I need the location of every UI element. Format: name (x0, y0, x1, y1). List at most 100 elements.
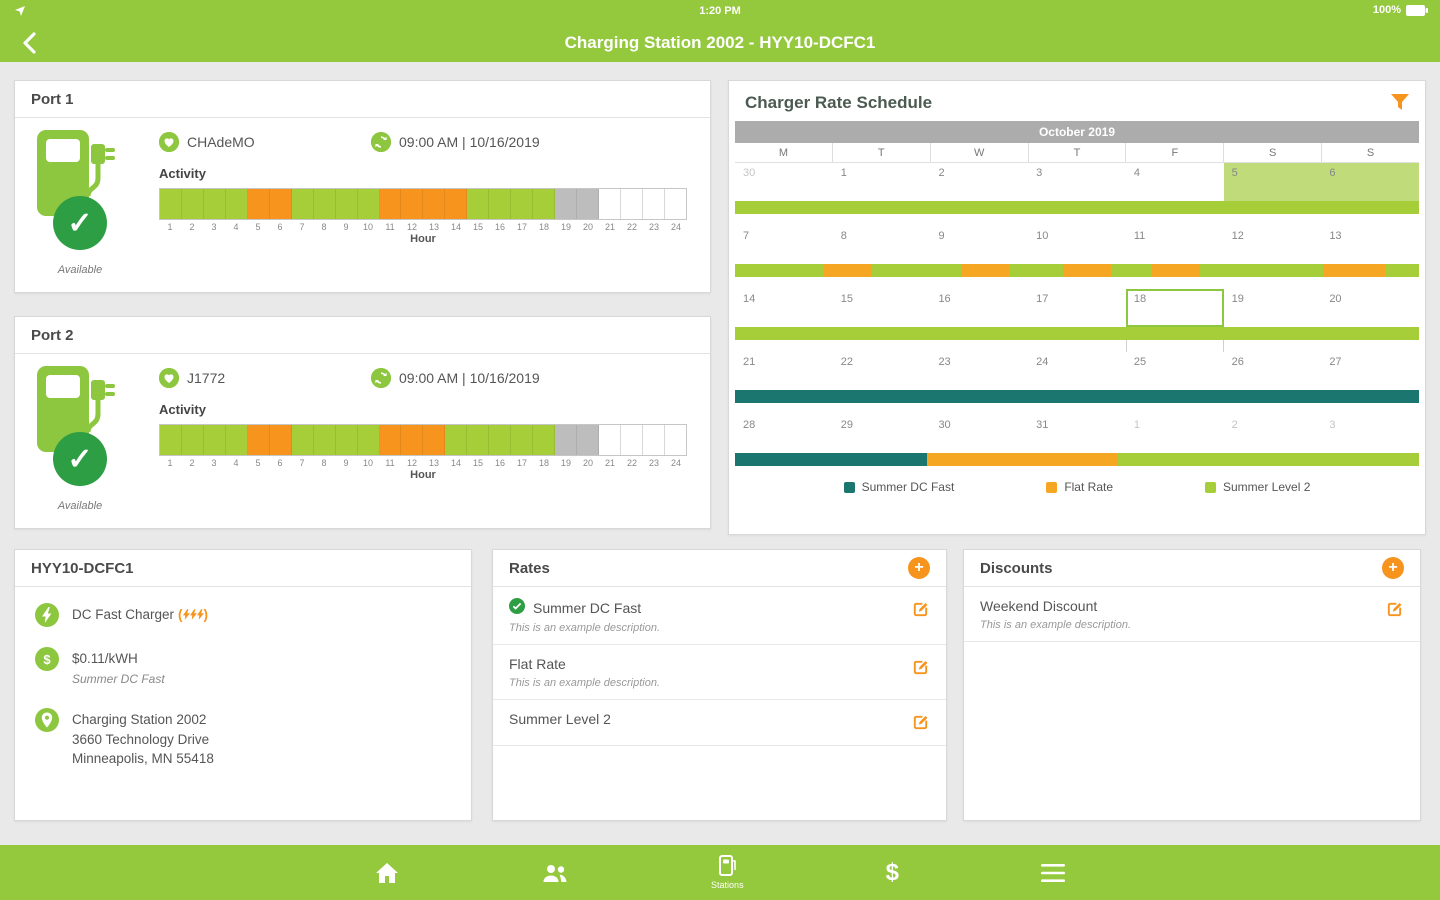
calendar-day-cell[interactable]: 25 (1125, 352, 1224, 390)
nav-stations-label: Stations (711, 880, 744, 890)
calendar-day-number: 8 (840, 230, 847, 242)
edit-icon[interactable] (911, 658, 930, 680)
activity-label: Activity (159, 402, 206, 417)
activity-cell (577, 189, 600, 219)
hour-tick: 4 (233, 222, 239, 232)
calendar-day-cell[interactable]: 27 (1321, 352, 1420, 390)
calendar-day-number: 12 (1231, 230, 1244, 242)
add-rate-button[interactable]: + (908, 557, 930, 579)
list-item[interactable]: Weekend Discount This is an example descr… (964, 587, 1420, 642)
calendar-day-cell[interactable]: 20 (1321, 289, 1420, 327)
edit-icon[interactable] (1385, 600, 1404, 622)
calendar-day-cell[interactable]: 2 (930, 163, 1029, 201)
rates-title: Rates (509, 559, 550, 577)
hour-tick: 23 (648, 222, 659, 232)
activity-cell (160, 425, 182, 455)
schedule-timestamp: 09:00 AM | 10/16/2019 (399, 134, 540, 150)
hour-tick: 24 (670, 222, 681, 232)
calendar-day-cell[interactable]: 13 (1321, 226, 1420, 264)
status-bar: 1:20 PM 100% (0, 0, 1440, 24)
calendar-week-row: 30 1 2 3 4 5 6 (735, 163, 1420, 201)
calendar-day-cell[interactable]: 2 (1223, 415, 1322, 453)
calendar-day-cell[interactable]: 3 (1028, 163, 1126, 201)
calendar-day-cell[interactable]: 10 (1028, 226, 1126, 264)
calendar-day-cell[interactable]: 24 (1028, 352, 1126, 390)
activity-cell (181, 189, 204, 219)
calendar-day-cell[interactable]: 11 (1125, 226, 1224, 264)
calendar-day-cell[interactable]: 15 (832, 289, 931, 327)
activity-cell (489, 425, 512, 455)
hour-tick: 6 (277, 222, 283, 232)
calendar-day-number: 23 (938, 356, 951, 368)
edit-icon[interactable] (911, 600, 930, 622)
back-button[interactable] (8, 24, 50, 62)
calendar-day-cell[interactable]: 28 (735, 415, 833, 453)
hour-tick: 9 (343, 222, 349, 232)
rate-bar-segment (1063, 264, 1112, 277)
calendar-weeks: 30 1 2 3 4 5 6 7 8 9 10 11 12 13 14 15 16 17 18 19 20 21 22 23 2… (735, 163, 1420, 466)
activity-chart (159, 424, 687, 456)
calendar-day-number: 14 (743, 293, 756, 305)
calendar-day-cell[interactable]: 21 (735, 352, 833, 390)
hour-tick: 15 (472, 222, 483, 232)
port-2-card: Port 2 ✓ Available (14, 316, 711, 529)
calendar-day-cell[interactable]: 18 (1125, 289, 1224, 327)
filter-icon[interactable] (1391, 93, 1409, 113)
calendar-day-cell[interactable]: 16 (930, 289, 1029, 327)
calendar-day-cell[interactable]: 1 (1125, 415, 1224, 453)
day-of-week-label: W (931, 143, 1029, 162)
rate-bar-segment (1118, 453, 1419, 466)
calendar-day-cell[interactable]: 23 (930, 352, 1029, 390)
nav-drivers-button[interactable] (541, 862, 569, 884)
day-of-week-label: T (833, 143, 931, 162)
list-item[interactable]: Summer Level 2 (493, 700, 946, 746)
calendar-day-cell[interactable]: 7 (735, 226, 833, 264)
main-content: Port 1 ✓ Available (0, 62, 1440, 845)
calendar-day-cell[interactable]: 19 (1223, 289, 1322, 327)
activity-cell (642, 425, 665, 455)
calendar-day-cell[interactable]: 30 (930, 415, 1029, 453)
hour-tick: 17 (516, 222, 527, 232)
hour-tick: 13 (428, 222, 439, 232)
calendar-day-cell[interactable]: 22 (832, 352, 931, 390)
calendar-day-cell[interactable]: 29 (832, 415, 931, 453)
nav-stations-button[interactable]: Stations (711, 855, 744, 890)
active-check-icon (509, 598, 525, 617)
calendar-day-cell[interactable]: 6 (1321, 163, 1420, 201)
calendar-day-cell[interactable]: 30 (735, 163, 833, 201)
connector-heart-icon (159, 132, 179, 152)
activity-cell (203, 425, 226, 455)
hour-tick: 6 (277, 458, 283, 468)
price-row: $ $0.11/kWH Summer DC Fast (35, 647, 451, 688)
nav-billing-button[interactable]: $ (886, 859, 899, 887)
hour-tick: 2 (189, 222, 195, 232)
calendar-day-cell[interactable]: 14 (735, 289, 833, 327)
calendar-day-cell[interactable]: 9 (930, 226, 1029, 264)
calendar-day-cell[interactable]: 17 (1028, 289, 1126, 327)
calendar-day-number: 22 (840, 356, 853, 368)
calendar-day-cell[interactable]: 8 (832, 226, 931, 264)
nav-menu-button[interactable] (1040, 863, 1065, 882)
calendar-day-cell[interactable]: 31 (1028, 415, 1126, 453)
hour-axis-label: Hour (410, 469, 436, 481)
rate-bar-segment (1200, 264, 1324, 277)
list-item[interactable]: Summer DC Fast This is an example descrip… (493, 587, 946, 645)
calendar-day-cell[interactable]: 26 (1223, 352, 1322, 390)
port-1-status: ✓ Available (15, 118, 155, 293)
calendar-day-cell[interactable]: 5 (1223, 163, 1322, 201)
hour-axis: 1 2 3 4 5 6 7 8 9 10 11 12 13 14 15 16 17 18 19 20 21 22 23 24 (159, 222, 687, 232)
hour-tick: 13 (428, 458, 439, 468)
list-item[interactable]: Flat Rate This is an example description. (493, 645, 946, 700)
calendar-day-cell[interactable]: 12 (1223, 226, 1322, 264)
calendar-day-cell[interactable]: 1 (832, 163, 931, 201)
nav-home-button[interactable] (375, 862, 399, 884)
rate-bar-segment (735, 390, 1419, 403)
rate-schedule-bar (735, 453, 1419, 466)
hour-tick: 5 (255, 222, 261, 232)
hour-tick: 12 (406, 458, 417, 468)
edit-icon[interactable] (911, 713, 930, 735)
calendar-day-number: 5 (1231, 167, 1238, 179)
calendar-day-cell[interactable]: 4 (1125, 163, 1224, 201)
calendar-day-cell[interactable]: 3 (1321, 415, 1420, 453)
add-discount-button[interactable]: + (1382, 557, 1404, 579)
